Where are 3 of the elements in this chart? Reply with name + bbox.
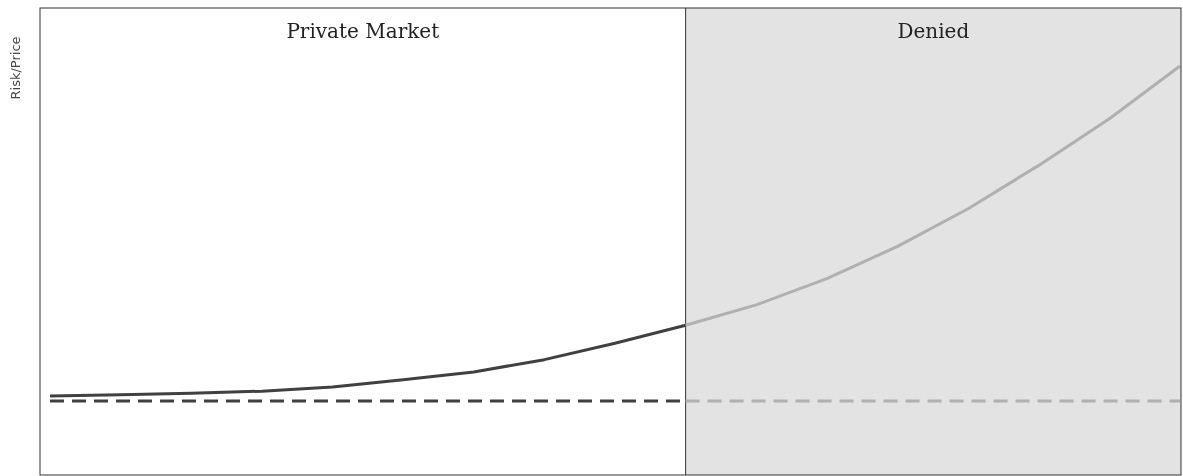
y-axis-title: Risk/Price <box>8 36 23 100</box>
text: Private Market <box>286 19 440 43</box>
text: Denied <box>897 19 970 43</box>
